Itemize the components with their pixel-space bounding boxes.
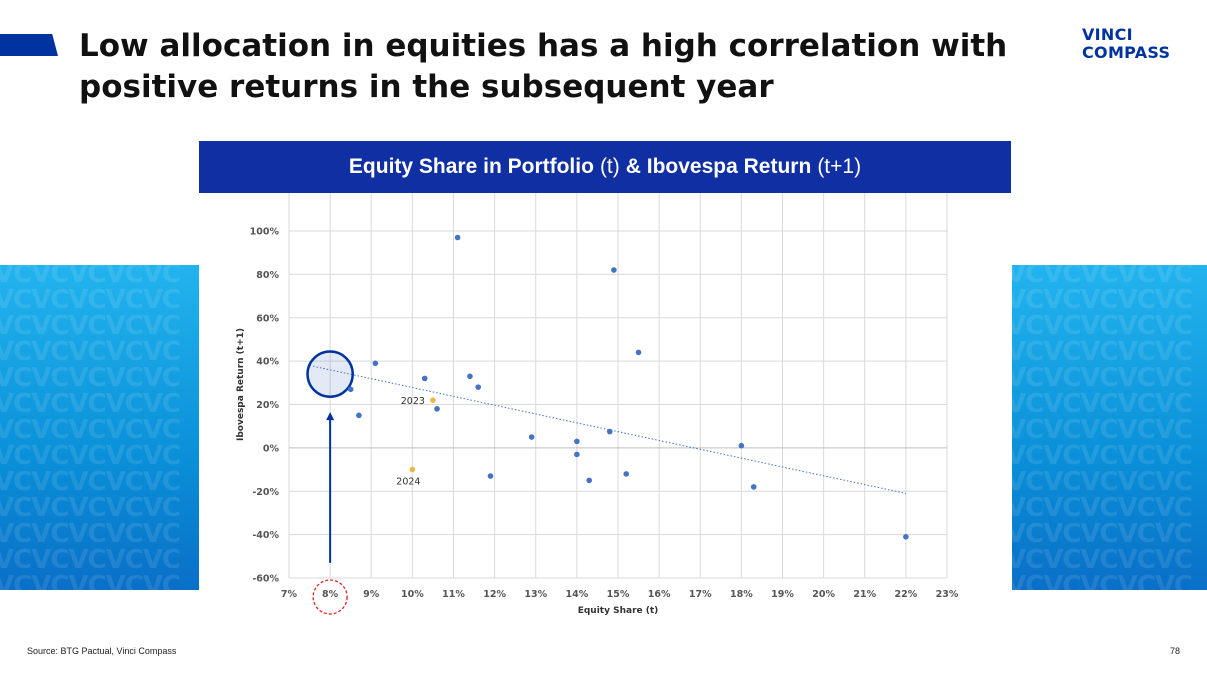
data-point [606, 428, 613, 435]
x-tick-label: 23% [936, 589, 959, 600]
data-point [347, 386, 354, 393]
chart-header-part1: Equity Share in Portfolio [348, 155, 594, 178]
vinci-compass-logo: VINCI COMPASS [1082, 26, 1170, 62]
chart-header-part4: (t+1) [817, 155, 862, 178]
recent-data-point [409, 466, 416, 473]
y-tick-label: 20% [256, 400, 279, 411]
x-tick-label: 22% [895, 589, 918, 600]
chart-header: Equity Share in Portfolio (t) & Ibovespa… [199, 141, 1011, 193]
x-tick-label: 9% [363, 589, 380, 600]
x-tick-label: 10% [401, 589, 424, 600]
data-point [586, 477, 593, 484]
data-point [372, 360, 379, 367]
logo-line-1: VINCI [1082, 25, 1133, 44]
page-title: Low allocation in equities has a high co… [79, 28, 1008, 105]
y-tick-label: -20% [252, 487, 279, 498]
title-accent-bar [0, 34, 58, 56]
x-tick-label: 8% [322, 589, 339, 600]
data-point [356, 412, 362, 419]
source-note: Source: BTG Pactual, Vinci Compass [27, 646, 177, 656]
x-tick-label: 17% [689, 589, 712, 600]
x-tick-label: 16% [648, 589, 671, 600]
y-tick-label: 80% [256, 270, 279, 281]
y-tick-label: -60% [252, 574, 279, 585]
x-axis-title: Equity Share (t) [578, 606, 659, 616]
data-point [434, 406, 440, 412]
point-label-2023: 2023 [401, 396, 425, 407]
right-decorative-panel: VCVCVCVCVC VCVCVCVCVC VCVCVCVCVC VCVCVCV… [1012, 265, 1207, 590]
y-tick-label: 60% [256, 313, 279, 324]
data-point [611, 267, 617, 273]
y-axis-title: Ibovespa Return (t+1) [236, 328, 246, 441]
x-tick-label: 15% [607, 589, 630, 600]
highlight-circle [306, 350, 354, 399]
left-panel-pattern: VCVCVCVCVC VCVCVCVCVC VCVCVCVCVC VCVCVCV… [0, 265, 181, 590]
page-number: 78 [1170, 646, 1181, 656]
data-point [475, 384, 481, 390]
y-tick-label: -40% [252, 530, 279, 541]
x-tick-label: 18% [730, 589, 753, 600]
x-tick-label: 21% [853, 589, 876, 600]
x-tick-label: 13% [524, 589, 547, 600]
data-point [738, 442, 745, 449]
data-point [750, 484, 757, 490]
logo-line-2: COMPASS [1082, 43, 1171, 62]
x-tick-label: 12% [483, 589, 506, 600]
data-point [454, 234, 461, 241]
y-tick-label: 100% [250, 227, 280, 238]
chart-header-part3: & Ibovespa Return [625, 155, 812, 178]
x-tick-label: 14% [566, 589, 589, 600]
data-point [574, 438, 580, 445]
data-point [574, 451, 580, 458]
trendline [309, 364, 906, 494]
right-panel-pattern: VCVCVCVCVC VCVCVCVCVC VCVCVCVCVC VCVCVCV… [1012, 265, 1193, 590]
data-point [635, 349, 642, 356]
data-point [623, 471, 630, 477]
x-tick-label: 19% [771, 589, 794, 600]
data-point [467, 373, 473, 380]
data-point [487, 473, 494, 479]
scatter-chart: 7% 8% 9% 10% 11% 12% 13% 14% 15% 16% 17% 18% 19% 20% 2… [236, 193, 959, 616]
x-tick-label: 11% [442, 589, 465, 600]
data-point [421, 375, 428, 382]
arrow-head [326, 412, 335, 421]
chart-header-part2: (t) [599, 155, 620, 178]
left-decorative-panel: VCVCVCVCVC VCVCVCVCVC VCVCVCVCVC VCVCVCV… [0, 265, 199, 590]
data-point [903, 533, 909, 540]
x-tick-label: 7% [281, 589, 298, 600]
y-tick-label: 40% [256, 357, 279, 368]
recent-data-point [430, 397, 436, 403]
x-tick-label: 20% [812, 589, 835, 600]
y-tick-label: 0% [263, 443, 280, 454]
data-point [528, 434, 535, 440]
point-label-2024: 2024 [396, 477, 420, 488]
dashed-highlight-circle [312, 579, 348, 615]
